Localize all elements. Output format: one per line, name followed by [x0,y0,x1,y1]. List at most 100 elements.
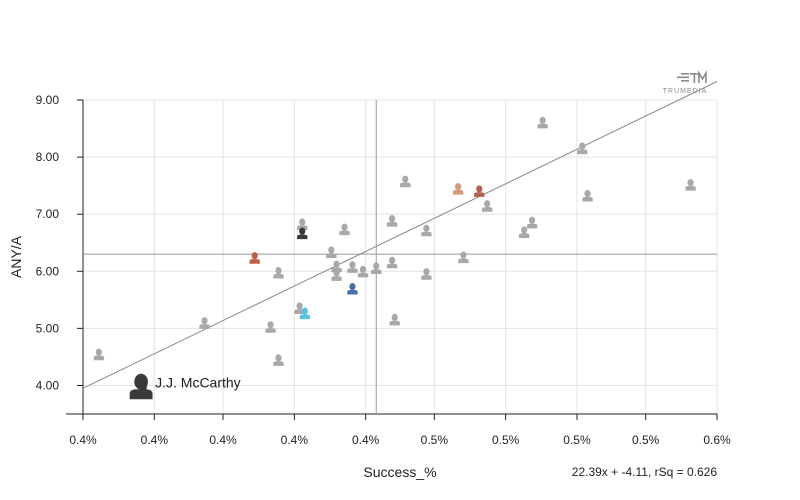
shoulder-shape [386,222,398,227]
player-point-icon [273,354,284,366]
player-point-icon [386,215,398,227]
shoulder-shape [452,190,464,195]
y-tick-label: 5.00 [36,321,60,335]
player-point-icon [474,185,485,197]
y-tick-label: 8.00 [36,150,60,164]
shoulder-shape [273,361,284,366]
trumedia-logo: TRUMEDIA [663,70,708,95]
shoulder-shape [347,268,358,273]
head-shape [391,313,398,321]
player-point-icon [347,261,358,273]
tick-labels: 0.4% 0.4% 0.4% 0.4% 0.4% 0.5% 0.5% 0.5% 0.5% 0.6%… [36,93,731,447]
player-point-icon [481,200,493,212]
shoulder-shape [400,182,411,188]
shoulder-shape [331,276,342,281]
shoulder-shape [265,328,276,333]
head-shape [539,116,546,125]
player-point-icon [389,313,400,326]
player-point-icon [249,252,260,264]
trumedia-logo-mark-icon [677,70,707,83]
head-shape [687,179,694,187]
x-tick-label: 0.4% [281,433,309,447]
axes [66,100,717,415]
head-shape [299,218,306,226]
head-shape [349,282,356,291]
shoulder-shape [326,253,337,259]
head-shape [349,261,356,269]
player-point-icon [458,251,469,264]
head-shape [333,269,340,277]
head-shape [388,215,396,223]
head-shape [341,223,348,231]
shoulder-shape [297,234,308,240]
player-point-icon [537,116,548,129]
head-shape [95,348,102,356]
head-shape [402,175,409,183]
player-point-icon [582,189,593,202]
shoulder-shape [577,149,588,155]
shoulder-shape [518,233,530,239]
player-point-icon [347,282,358,295]
highlight-marker[interactable] [129,373,153,400]
shoulder-shape [273,273,284,279]
player-point-icon [400,175,411,188]
shoulder-shape [357,272,369,278]
head-shape [267,321,274,329]
shoulder-shape [371,269,382,274]
head-shape [373,262,380,270]
player-point-icon [93,348,105,361]
x-tick-label: 0.6% [703,433,731,447]
regression-line [82,81,718,389]
shoulder-shape [249,259,260,264]
shoulder-shape [199,324,210,329]
y-tick-label: 9.00 [36,93,60,107]
player-point-icon [357,265,369,278]
player-point-icon [577,142,588,155]
x-tick-label: 0.4% [209,433,237,447]
head-shape [521,226,528,234]
shoulder-shape [347,289,358,295]
player-point-icon [685,179,696,191]
player-point-icon [452,183,464,195]
player-point-icon [273,266,284,279]
shoulder-shape [129,389,153,400]
head-shape [333,260,340,268]
head-shape [359,265,367,274]
player-point-icon [371,262,382,274]
head-shape [579,142,586,150]
head-shape [251,252,258,260]
player-point-icon [297,227,308,240]
head-shape [584,189,591,198]
head-shape [275,266,282,275]
shoulder-shape [537,123,548,129]
shoulder-shape [93,355,105,361]
shoulder-shape [481,207,493,212]
head-shape [476,185,483,193]
logo-wordmark: TRUMEDIA [663,88,708,95]
player-point-icon [331,269,342,281]
player-point-icon [518,226,530,239]
player-point-icon [265,321,276,333]
x-tick-label: 0.5% [632,433,660,447]
head-shape [455,183,462,191]
head-shape [423,268,430,276]
shoulder-shape [685,186,696,191]
reference-lines [82,81,718,414]
highlight-player-icon [129,373,153,400]
highlight-player-label: J.J. McCarthy [155,374,241,390]
head-shape [528,216,536,224]
shoulder-shape [421,275,432,280]
x-tick-label: 0.5% [492,433,520,447]
y-tick-label: 6.00 [36,264,60,278]
head-shape [134,373,148,390]
head-shape [201,317,208,325]
x-tick-label: 0.5% [421,433,449,447]
y-axis-title: ANY/A [8,235,24,278]
player-point-icon [421,268,432,280]
player-point-icon [326,246,337,259]
head-shape [460,251,467,259]
y-tick-label: 7.00 [36,207,60,221]
head-shape [328,246,335,254]
head-shape [296,302,303,310]
